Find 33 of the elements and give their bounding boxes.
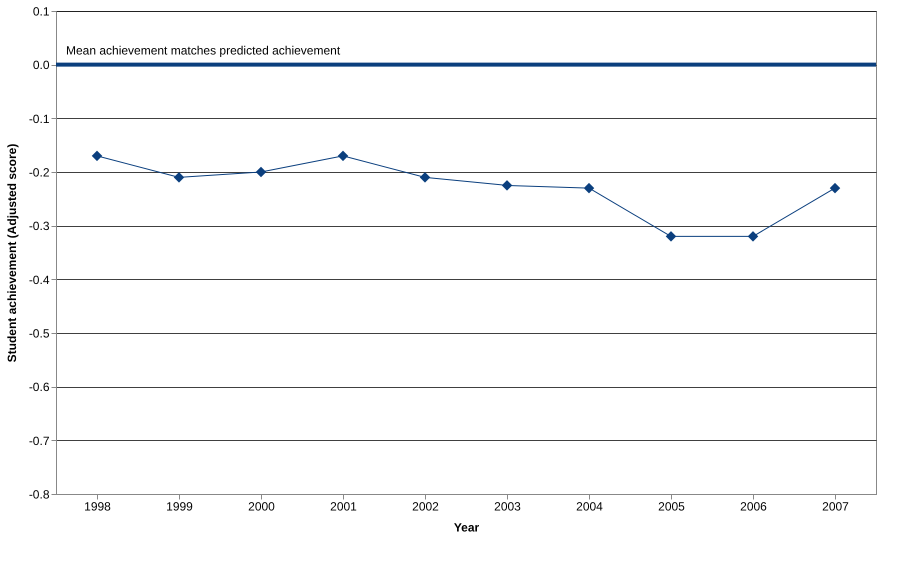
x-tick-label: 2000 (248, 500, 276, 514)
point (420, 172, 430, 183)
x-tick-label: 2006 (740, 500, 768, 514)
y-tick-label: -0.1 (28, 112, 50, 126)
y-tick-label: -0.2 (28, 166, 50, 180)
y-tick-label: -0.7 (28, 434, 50, 448)
point (502, 180, 512, 191)
point (256, 166, 266, 178)
ref-line-label: Mean achievement matches predicted achievement (66, 44, 341, 58)
y-tick-label: -0.6 (28, 380, 50, 394)
point (830, 182, 840, 194)
point (174, 172, 184, 183)
point (666, 231, 676, 242)
x-tick-label: 2003 (494, 500, 522, 514)
x-axis-title: Year (454, 520, 480, 534)
y-tick-label: -0.5 (28, 326, 50, 340)
y-tick-label: -0.3 (28, 219, 50, 234)
point (338, 150, 348, 162)
x-tick-label: 2001 (330, 500, 358, 514)
x-tick-label: 2005 (658, 500, 686, 514)
y-tick-label: -0.4 (28, 272, 50, 287)
point (748, 231, 758, 242)
y-tick-label: -0.8 (28, 488, 50, 502)
point (584, 182, 594, 194)
y-tick-label: 0.1 (32, 4, 50, 18)
x-tick-label: 2002 (412, 500, 440, 514)
y-tick-label: 0.0 (32, 58, 50, 72)
y-axis-title: Student achievement (Adjusted score) (4, 144, 19, 362)
point (92, 150, 102, 162)
x-tick-label: 1999 (166, 500, 194, 514)
x-tick-label: 2007 (822, 500, 850, 514)
x-tick-label: 2004 (576, 500, 604, 514)
x-tick-label: 1998 (84, 500, 112, 514)
